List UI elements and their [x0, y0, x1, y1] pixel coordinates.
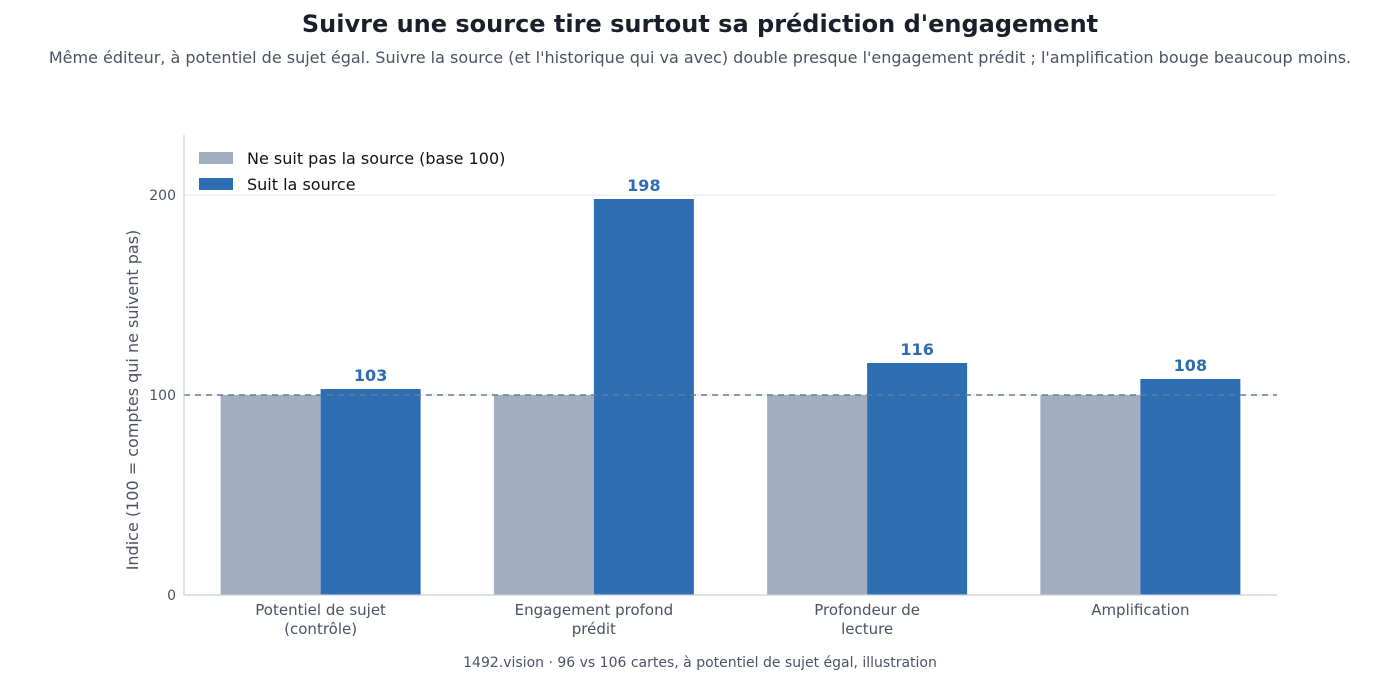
bar — [493, 395, 594, 595]
value-label: 103 — [354, 366, 387, 385]
value-label: 116 — [900, 340, 933, 359]
chart-subtitle: Même éditeur, à potentiel de sujet égal.… — [48, 48, 1352, 67]
chart-title: Suivre une source tire surtout sa prédic… — [301, 10, 1099, 38]
x-tick-label: prédit — [572, 620, 616, 638]
bar — [1140, 379, 1241, 595]
x-tick-label: Profondeur de — [814, 601, 920, 619]
y-tick-label: 200 — [149, 188, 176, 204]
x-tick-label: (contrôle) — [284, 620, 357, 638]
legend-swatch — [199, 152, 233, 164]
legend-label: Suit la source — [247, 175, 356, 194]
bars — [220, 199, 1241, 595]
bar — [867, 363, 968, 595]
bar — [320, 389, 421, 595]
y-tick-label: 0 — [167, 588, 176, 604]
axes — [183, 135, 1277, 596]
chart-footer: 1492.vision · 96 vs 106 cartes, à potent… — [463, 655, 937, 671]
legend: Ne suit pas la source (base 100) Suit la … — [199, 149, 505, 194]
y-axis-title: Indice (100 = comptes qui ne suivent pas… — [123, 230, 142, 571]
labels: 0 100 200 103 Potentiel de sujet(contrôle) 19… — [123, 176, 1207, 638]
bar — [220, 395, 321, 595]
value-label: 108 — [1174, 356, 1207, 375]
bar — [593, 199, 694, 595]
x-tick-label: Potentiel de sujet — [255, 601, 386, 619]
x-tick-label: lecture — [841, 620, 893, 638]
y-tick-label: 100 — [149, 388, 176, 404]
bar — [767, 395, 868, 595]
legend-label: Ne suit pas la source (base 100) — [247, 149, 505, 168]
bar — [1040, 395, 1141, 595]
legend-swatch — [199, 178, 233, 190]
value-label: 198 — [627, 176, 660, 195]
x-tick-label: Engagement profond — [515, 601, 673, 619]
x-tick-label: Amplification — [1091, 601, 1189, 619]
grid-lines — [184, 194, 1277, 396]
